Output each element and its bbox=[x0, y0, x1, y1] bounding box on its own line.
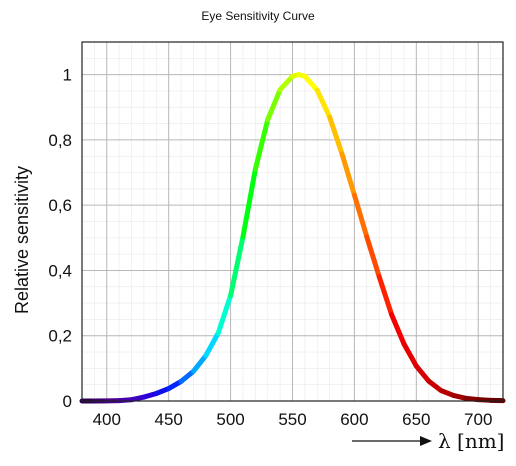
curve-segment bbox=[302, 73, 320, 93]
curve-segment bbox=[389, 312, 407, 347]
sensitivity-curve bbox=[79, 72, 506, 404]
curve-segment bbox=[252, 117, 271, 172]
curve-segment bbox=[426, 378, 444, 394]
x-tick-label: 600 bbox=[340, 410, 368, 429]
curve-segment bbox=[413, 363, 432, 384]
curve-segment bbox=[401, 341, 419, 369]
curve-segment bbox=[339, 151, 357, 198]
curve-segment bbox=[228, 234, 246, 299]
x-axis-arrow bbox=[352, 436, 432, 446]
curve-segment bbox=[364, 234, 382, 280]
curve-segment bbox=[215, 293, 234, 336]
curve-segment bbox=[265, 87, 283, 123]
y-tick-label: 0 bbox=[63, 392, 72, 411]
x-tick-label: 700 bbox=[464, 410, 492, 429]
curve-segment bbox=[277, 73, 295, 93]
curve-segment bbox=[203, 330, 221, 359]
curve-segment bbox=[314, 87, 333, 120]
x-axis-label: λ [nm] bbox=[438, 429, 504, 453]
x-tick-label: 400 bbox=[93, 410, 121, 429]
y-tick-label: 0,6 bbox=[48, 196, 72, 215]
y-tick-labels: 0 0,2 0,4 0,6 0,8 1 bbox=[48, 66, 72, 411]
curve-segment bbox=[190, 353, 209, 374]
curve-segment bbox=[240, 166, 258, 240]
major-grid bbox=[82, 42, 503, 401]
y-tick-label: 1 bbox=[63, 66, 72, 85]
x-tick-label: 550 bbox=[278, 410, 306, 429]
y-tick-label: 0,2 bbox=[48, 327, 72, 346]
curve-segment bbox=[327, 114, 345, 157]
y-tick-label: 0,4 bbox=[48, 261, 72, 280]
curve-segment bbox=[178, 368, 196, 384]
curve-segment bbox=[376, 274, 395, 318]
y-axis-label: Relative sensitivity bbox=[12, 166, 32, 314]
chart-title: Eye Sensitivity Curve bbox=[201, 9, 315, 23]
x-tick-labels: 400 450 500 550 600 650 700 bbox=[93, 410, 493, 429]
x-tick-label: 650 bbox=[402, 410, 430, 429]
x-tick-label: 450 bbox=[154, 410, 182, 429]
y-tick-label: 0,8 bbox=[48, 131, 72, 150]
curve-segment bbox=[351, 192, 370, 240]
plot-frame bbox=[81, 41, 504, 402]
x-tick-label: 500 bbox=[216, 410, 244, 429]
